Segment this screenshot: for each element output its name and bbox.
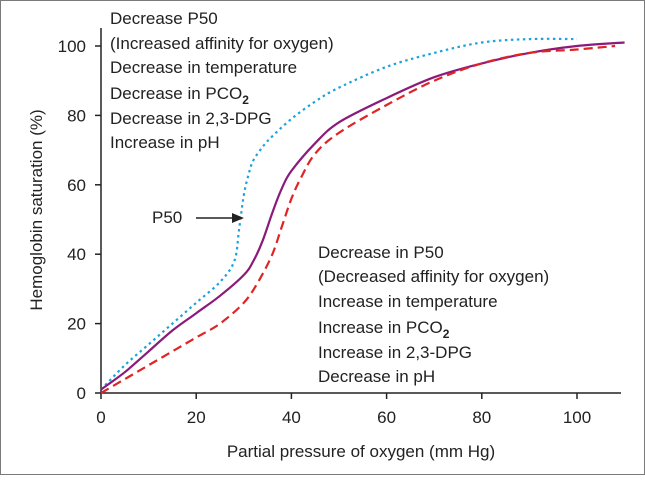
tick-group: 0 20 40 60 80 100 0 20 40 60 80 100 <box>58 37 592 427</box>
left-annot-line2: (Increased affinity for oxygen) <box>110 34 334 53</box>
left-annot-line1: Decrease P50 <box>110 9 218 28</box>
x-tick-label: 80 <box>472 408 491 427</box>
x-tick-label: 20 <box>187 408 206 427</box>
left-annot-pco2: Decrease in PCO2 <box>110 84 249 107</box>
y-tick-label: 40 <box>67 245 86 264</box>
left-annot-line3: Decrease in temperature <box>110 58 297 77</box>
right-annot-line1: Decrease in P50 <box>318 243 444 262</box>
y-tick-label: 80 <box>67 106 86 125</box>
x-axis-label: Partial pressure of oxygen (mm Hg) <box>227 442 495 461</box>
right-shift-annotation: Decrease in P50 (Decreased affinity for … <box>318 243 549 386</box>
right-annot-line3: Increase in temperature <box>318 292 498 311</box>
y-tick-label: 0 <box>77 384 86 403</box>
x-tick-label: 100 <box>563 408 591 427</box>
right-annot-line6: Decrease in pH <box>318 367 435 386</box>
right-annot-line5: Increase in 2,3-DPG <box>318 343 472 362</box>
right-annot-line2: (Decreased affinity for oxygen) <box>318 267 549 286</box>
curve-right-shift <box>100 44 616 394</box>
p50-arrow-head <box>232 213 244 223</box>
x-tick-label: 40 <box>282 408 301 427</box>
left-annot-line5: Decrease in 2,3-DPG <box>110 109 272 128</box>
x-tick-label: 60 <box>377 408 396 427</box>
right-annot-pco2: Increase in PCO2 <box>318 318 450 341</box>
curve-left-shift <box>100 37 578 391</box>
y-tick-label: 60 <box>67 176 86 195</box>
y-tick-label: 100 <box>58 37 86 56</box>
left-shift-annotation: Decrease P50 (Increased affinity for oxy… <box>110 9 334 152</box>
p50-label: P50 <box>152 208 182 227</box>
y-axis-label: Hemoglobin saturation (%) <box>27 109 46 310</box>
x-tick-label: 0 <box>96 408 105 427</box>
y-tick-label: 20 <box>67 315 86 334</box>
left-annot-line6: Increase in pH <box>110 133 220 152</box>
